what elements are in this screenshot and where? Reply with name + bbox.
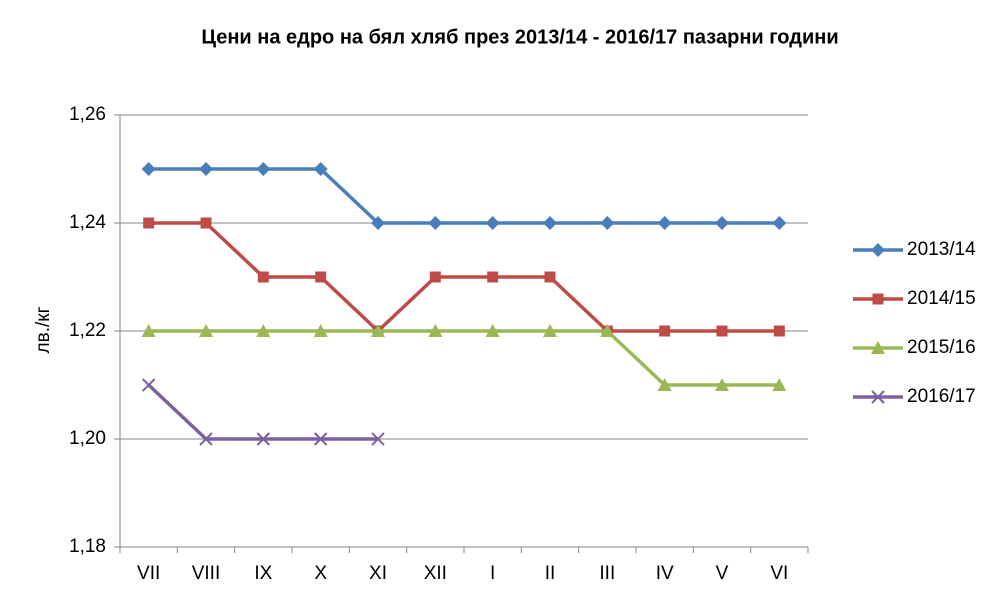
data-point (600, 216, 615, 230)
x-tick-label: XII (424, 563, 447, 584)
y-tick-label: 1,22 (69, 320, 106, 341)
x-tick-label: VII (137, 563, 160, 584)
data-point (371, 324, 385, 337)
series-line (148, 329, 780, 387)
series-line (148, 167, 780, 225)
series-line (148, 221, 780, 333)
y-tick-label: 1,18 (69, 536, 106, 557)
data-point (199, 432, 213, 446)
data-point (773, 325, 785, 337)
x-tick-label: I (490, 563, 495, 584)
data-point (428, 216, 443, 230)
data-point (256, 432, 271, 446)
data-point (715, 216, 729, 230)
legend-marker (872, 293, 884, 305)
legend-label: 2014/15 (907, 288, 976, 309)
x-tick-label: XI (369, 563, 387, 584)
legend-label: 2015/16 (907, 337, 976, 358)
x-tick-label: VI (770, 563, 788, 584)
data-point (487, 271, 499, 283)
data-point (659, 325, 671, 337)
data-point (141, 324, 156, 337)
data-point (544, 271, 556, 283)
data-point (429, 271, 441, 283)
chart-title: Цени на едро на бял хляб през 2013/14 - … (201, 26, 838, 48)
data-point (485, 324, 500, 337)
x-tick-label: II (545, 563, 556, 584)
data-point (257, 271, 269, 283)
data-point (371, 216, 385, 230)
data-point (772, 216, 787, 230)
y-axis-label: лв./кг (33, 306, 54, 353)
data-point (315, 271, 327, 283)
y-tick-label: 1,26 (69, 104, 106, 125)
data-point (313, 162, 328, 176)
data-point (657, 378, 672, 391)
legend-marker (871, 243, 885, 257)
data-point (543, 324, 557, 337)
legend-marker (871, 341, 885, 354)
x-tick-label: VIII (192, 563, 221, 584)
data-point (313, 324, 328, 337)
data-point (543, 216, 557, 230)
data-point (657, 216, 672, 230)
legend-marker (871, 390, 885, 404)
data-point (256, 324, 271, 337)
y-tick-label: 1,24 (69, 212, 106, 233)
data-point (199, 324, 213, 337)
x-tick-label: III (599, 563, 615, 584)
data-point (199, 162, 213, 176)
data-point (256, 162, 271, 176)
data-point (143, 217, 155, 229)
legend-label: 2013/14 (907, 239, 976, 260)
data-point (428, 324, 443, 337)
data-point (200, 217, 212, 229)
x-tick-label: V (716, 563, 729, 584)
data-point (772, 378, 787, 391)
y-tick-label: 1,20 (69, 428, 106, 449)
x-tick-label: IV (656, 563, 674, 584)
x-tick-label: X (314, 563, 327, 584)
data-point (600, 324, 615, 337)
legend-label: 2016/17 (907, 386, 976, 407)
x-tick-label: IX (254, 563, 272, 584)
data-point (141, 162, 156, 176)
data-point (715, 378, 729, 391)
data-point (485, 216, 500, 230)
data-point (371, 432, 385, 446)
series-line (147, 383, 378, 441)
data-point (141, 378, 156, 392)
data-point (313, 432, 328, 446)
data-point (716, 325, 728, 337)
